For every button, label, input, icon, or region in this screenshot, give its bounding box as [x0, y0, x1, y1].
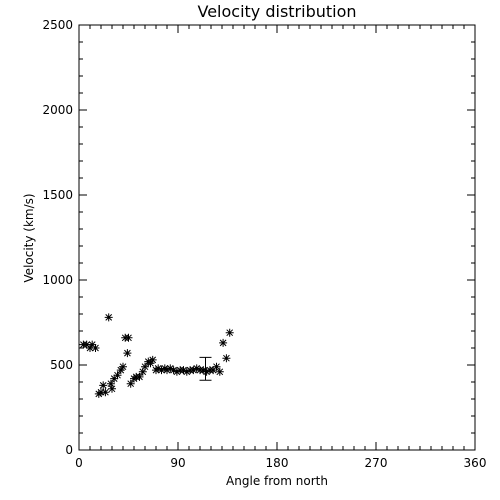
x-tick-label: 180	[266, 456, 289, 470]
x-tick-label: 270	[365, 456, 388, 470]
y-axis-label: Velocity (km/s)	[22, 193, 36, 282]
data-point	[146, 359, 155, 368]
y-tick-label: 1500	[42, 188, 73, 202]
data-point	[154, 364, 163, 373]
data-point	[148, 355, 157, 364]
data-point	[215, 367, 224, 376]
x-tick-label: 0	[75, 456, 83, 470]
data-point	[108, 384, 116, 393]
data-point	[172, 367, 181, 376]
y-tick-label: 2000	[42, 103, 73, 117]
y-tick-label: 500	[50, 358, 73, 372]
data-point	[163, 366, 171, 375]
x-tick-label: 90	[170, 456, 185, 470]
data-point	[179, 366, 188, 375]
data-point	[82, 340, 91, 349]
data-point	[88, 340, 97, 349]
data-point	[135, 372, 144, 381]
data-point	[101, 388, 110, 397]
y-tick-label: 2500	[42, 18, 73, 32]
y-tick-label: 0	[65, 443, 73, 457]
x-axis-label: Angle from north	[226, 474, 328, 488]
data-point	[157, 366, 166, 375]
data-point	[138, 367, 147, 376]
data-point	[123, 349, 132, 358]
data-point	[209, 366, 218, 375]
data-point	[99, 381, 108, 390]
data-point	[91, 344, 100, 352]
chart-title: Velocity distribution	[197, 2, 356, 21]
data-point	[212, 362, 221, 371]
data-point	[166, 364, 175, 373]
error-bar	[199, 356, 212, 381]
data-point	[222, 354, 231, 363]
data-point	[219, 338, 228, 347]
data-point	[97, 388, 105, 397]
y-tick-label: 1000	[42, 273, 73, 287]
data-points	[79, 313, 234, 398]
axis-ticks: 0 90 180 270 360 0 500 1000 1500 2000 2500	[42, 18, 486, 470]
data-point	[202, 367, 211, 376]
data-point	[182, 367, 191, 376]
data-point	[104, 313, 113, 322]
data-point	[86, 344, 94, 352]
data-point	[189, 366, 198, 375]
x-tick-label: 360	[464, 456, 487, 470]
data-point	[225, 328, 234, 337]
data-point	[124, 333, 133, 342]
data-point	[192, 364, 201, 373]
data-point	[113, 371, 122, 380]
data-point	[116, 366, 125, 375]
data-point	[199, 366, 208, 375]
data-point	[141, 362, 149, 371]
data-point	[119, 362, 127, 371]
error-bars	[199, 356, 212, 381]
data-point	[126, 379, 135, 388]
data-point	[106, 379, 115, 388]
data-point	[169, 366, 178, 375]
plot-frame	[78, 24, 476, 451]
data-point	[110, 374, 119, 383]
